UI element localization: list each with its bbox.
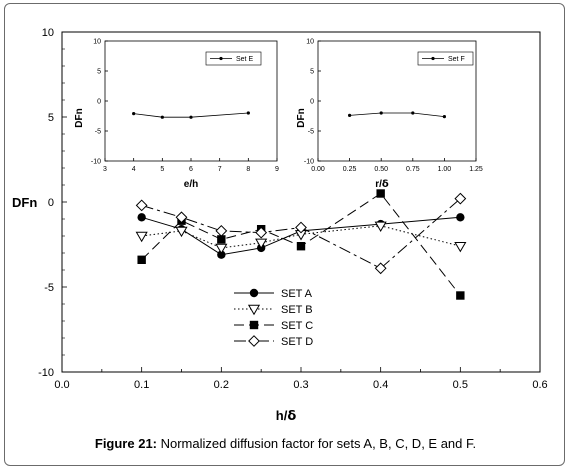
inset-e-legend-label: Set E: [236, 56, 253, 63]
main-series-2-point: [456, 291, 465, 300]
main-x-tick-label: 0.3: [293, 379, 308, 391]
main-series-2-point: [137, 255, 146, 264]
inset-e-x-axis-label: e/h: [184, 179, 198, 190]
inset-e-x-tick-label: 8: [246, 166, 250, 173]
main-x-axis-label-symbol: δ: [287, 409, 296, 424]
inset-f-y-axis-label: DFn: [296, 108, 307, 127]
legend-1-marker: [247, 304, 261, 316]
inset-f-x-axis-label: r/δ: [375, 179, 389, 190]
main-x-axis-label: h/δ: [276, 408, 297, 424]
inset-f-x-tick-label: 0.50: [374, 166, 388, 173]
inset-e-series-0-point: [246, 111, 250, 115]
inset-f-x-tick-label: 0.00: [311, 166, 325, 173]
inset-e-y-axis-label: DFn: [74, 108, 85, 127]
inset-f-y-tick-label: -5: [308, 129, 314, 136]
main-series-1-point: [175, 226, 188, 238]
main-x-axis-label-main: h/: [276, 408, 288, 423]
inset-f-x-axis-label-main: r/: [375, 179, 382, 190]
inset-e-y-tick-label: 0: [97, 99, 101, 106]
legend-2-label: SET C: [281, 320, 313, 332]
main-x-tick-label: 0.6: [532, 379, 547, 391]
inset-e-series-0-point: [132, 112, 136, 116]
main-x-tick-label: 0.4: [373, 379, 388, 391]
inset-e-y-tick-label: -5: [95, 129, 101, 136]
inset-f-series-0-point: [411, 111, 415, 115]
main-y-tick-label: 10: [42, 27, 54, 39]
inset-f-y-tick-label: 10: [306, 39, 314, 46]
figure-caption: Figure 21: Normalized diffusion factor f…: [0, 436, 571, 451]
figure-caption-number: Figure 21:: [94, 436, 157, 451]
main-series-3-point: [374, 262, 387, 275]
inset-e-legend-box: [205, 51, 262, 66]
inset-e-x-tick-label: 6: [189, 166, 193, 173]
main-y-tick-label: -5: [44, 282, 54, 294]
main-series-1-point: [135, 231, 148, 243]
main-x-tick-label: 0.2: [214, 379, 229, 391]
figure-frame: [4, 3, 565, 466]
main-series-3-point: [454, 192, 467, 205]
main-series-3-point: [135, 199, 148, 212]
inset-e-series-0-point: [189, 115, 193, 119]
inset-e-x-tick-label: 7: [218, 166, 222, 173]
main-series-0-point: [456, 213, 465, 222]
main-y-tick-label: 5: [48, 112, 54, 124]
main-series-3-point: [255, 226, 268, 239]
inset-e-series-0-point: [160, 115, 164, 119]
inset-e-x-tick-label: 3: [103, 166, 107, 173]
inset-f-legend-marker: [431, 56, 435, 61]
main-series-0-point: [137, 213, 146, 222]
main-x-tick-label: 0.1: [134, 379, 149, 391]
main-chart-group: 0.0 0.1 0.2 0.3 0.4 0.5 0.6 10 5 0 -5 -10 SET A SET B…: [38, 27, 548, 391]
legend-2-marker: [249, 320, 259, 330]
inset-e-legend-marker: [219, 56, 223, 61]
legend-3-label: SET D: [281, 336, 313, 348]
inset-e-y-tick-label: 5: [97, 69, 101, 76]
inset-f-x-tick-label: 1.00: [438, 166, 452, 173]
inset-e-series-0-line: [133, 112, 249, 118]
main-series-1-point: [215, 243, 228, 255]
legend-3-marker: [248, 335, 260, 347]
inset-e-x-tick-label: 4: [132, 166, 136, 173]
inset-f-chart-group: 0.00 0.25 0.50 0.75 1.00 1.25 10 5 0 -5 -10 Set F: [304, 39, 483, 174]
inset-f-x-axis-label-symbol: δ: [382, 179, 389, 190]
inset-f-x-tick-label: 1.25: [469, 166, 483, 173]
main-series-0-point: [217, 250, 226, 259]
legend-1-label: SET B: [281, 304, 313, 316]
inset-f-x-tick-label: 0.75: [406, 166, 420, 173]
main-series-2-point: [376, 189, 385, 198]
main-series-1-point: [454, 242, 467, 253]
inset-f-x-tick-label: 0.25: [343, 166, 357, 173]
main-y-tick-label: -10: [38, 367, 54, 379]
main-y-axis-label: DFn: [12, 195, 37, 210]
legend-0-marker: [249, 288, 259, 298]
inset-f-series-0-line: [349, 112, 445, 117]
main-y-tick-label: 0: [48, 197, 54, 209]
main-x-tick-label: 0.0: [54, 379, 69, 391]
main-series-3-point: [175, 211, 188, 224]
inset-e-y-tick-label: 10: [93, 39, 101, 46]
main-series-2-point: [217, 235, 226, 244]
inset-f-series-0-point: [442, 115, 446, 119]
figure-caption-text: Normalized diffusion factor for sets A, …: [157, 436, 477, 451]
main-series-1-point: [255, 238, 268, 249]
main-series-2-point: [296, 242, 306, 251]
main-series-3-point: [295, 221, 307, 234]
inset-f-y-tick-label: -10: [304, 159, 314, 166]
inset-f-legend-label: Set F: [448, 56, 465, 63]
main-series-3-point: [215, 224, 228, 237]
inset-f-y-tick-label: 5: [310, 69, 314, 76]
inset-f-legend-box: [417, 51, 474, 66]
inset-e-y-tick-label: -10: [91, 159, 101, 166]
inset-f-series-0-point: [379, 111, 383, 115]
legend-0-label: SET A: [281, 288, 313, 300]
main-series-1-point: [374, 221, 387, 232]
inset-e-chart-group: 3 4 5 6 7 8 9 10 5 0 -5 -10 Set E: [91, 39, 279, 174]
inset-e-x-tick-label: 5: [160, 166, 164, 173]
inset-f-series-0-point: [348, 113, 352, 117]
inset-f-y-tick-label: 0: [310, 99, 314, 106]
inset-e-x-tick-label: 9: [275, 166, 279, 173]
main-x-tick-label: 0.5: [453, 379, 468, 391]
